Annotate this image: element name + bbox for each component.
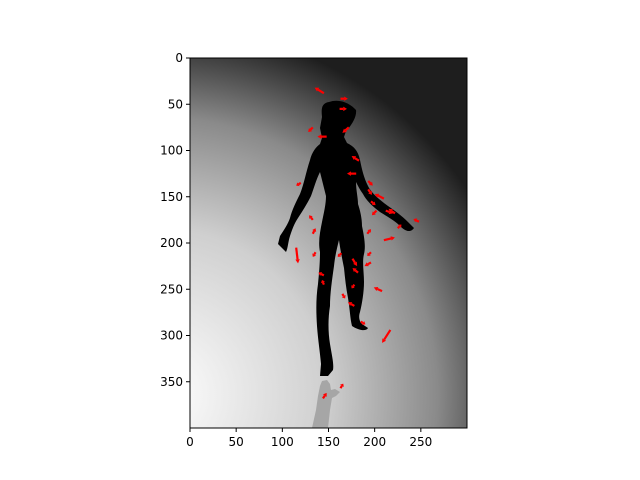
quiver-arrow — [346, 171, 357, 176]
quiver-arrow — [339, 106, 347, 112]
quiver-arrow — [314, 87, 325, 95]
quiver-arrow — [367, 180, 373, 186]
quiver-arrow — [317, 134, 327, 139]
y-tick-label: 0 — [175, 51, 183, 65]
quiver-arrow — [413, 218, 420, 223]
quiver-arrow — [312, 251, 317, 257]
quiver-arrow — [322, 392, 327, 400]
quiver-arrow — [309, 215, 314, 221]
x-tick-label: 50 — [229, 435, 244, 449]
quiver-arrow — [308, 126, 314, 132]
quiver-arrow — [382, 329, 392, 343]
quiver-arrow — [339, 383, 344, 389]
quiver-arrow — [351, 156, 360, 162]
quiver-arrow — [295, 247, 300, 264]
x-axis-ticks: 0 50 100 150 200 250 — [186, 428, 432, 449]
quiver-arrow — [341, 293, 346, 299]
quiver-arrow — [383, 236, 395, 242]
quiver-arrow — [373, 287, 383, 293]
quiver-arrow — [371, 209, 378, 216]
quiver-arrow — [318, 272, 325, 277]
x-tick-label: 150 — [317, 435, 340, 449]
quiver-arrow — [396, 224, 402, 229]
shadow-silhouette — [312, 380, 340, 428]
figure-silhouette — [278, 100, 414, 377]
quiver-arrow — [352, 267, 359, 274]
y-tick-label: 200 — [160, 236, 183, 250]
y-tick-label: 100 — [160, 144, 183, 158]
x-tick-label: 250 — [409, 435, 432, 449]
quiver-arrow — [367, 188, 372, 195]
quiver-arrow — [347, 302, 355, 307]
y-tick-label: 350 — [160, 375, 183, 389]
quiver-arrow — [351, 258, 358, 267]
quiver-arrow — [296, 181, 302, 187]
quiver-arrow — [370, 200, 376, 206]
arrows-layer — [295, 87, 420, 400]
quiver-arrow — [364, 261, 372, 267]
x-tick-label: 100 — [271, 435, 294, 449]
quiver-arrow — [340, 96, 348, 101]
quiver-arrow — [311, 228, 317, 235]
quiver-arrow — [360, 320, 366, 325]
y-tick-label: 250 — [160, 282, 183, 296]
y-tick-label: 300 — [160, 329, 183, 343]
quiver-arrow — [351, 283, 356, 289]
y-axis-ticks: 0 50 100 150 200 250 300 350 — [160, 51, 190, 389]
x-tick-label: 200 — [363, 435, 386, 449]
quiver-arrow — [374, 193, 385, 200]
quiver-arrow — [366, 229, 371, 235]
y-tick-label: 150 — [160, 190, 183, 204]
quiver-arrow — [385, 209, 394, 215]
x-tick-label: 0 — [186, 435, 194, 449]
quiver-arrow — [337, 252, 343, 257]
quiver-arrow — [342, 126, 350, 133]
quiver-arrow — [320, 280, 326, 286]
y-tick-label: 50 — [168, 97, 183, 111]
quiver-arrow — [367, 251, 372, 256]
